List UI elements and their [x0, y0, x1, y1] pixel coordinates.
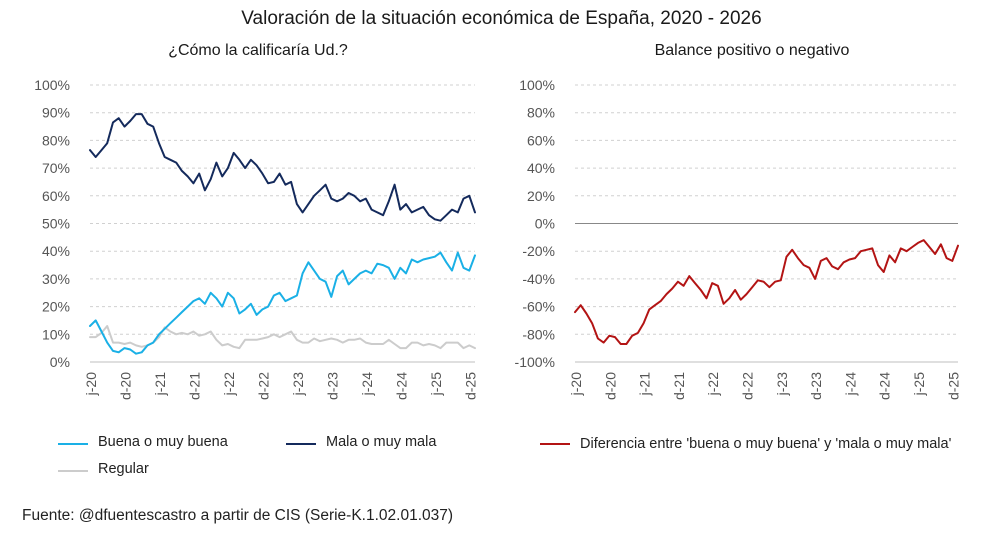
right-x-tick-label: j-22	[705, 372, 721, 397]
source-note: Fuente: @dfuentescastro a partir de CIS …	[22, 507, 454, 524]
left-y-tick-label: 70%	[42, 160, 70, 176]
legend-label-buena: Buena o muy buena	[98, 434, 228, 450]
left-y-tick-label: 80%	[42, 132, 70, 148]
right-y-tick-label: 20%	[527, 188, 555, 204]
left-x-tick-label: j-24	[359, 372, 375, 397]
left-y-tick-label: 90%	[42, 105, 70, 121]
right-y-tick-label: -20%	[522, 243, 555, 259]
left-x-tick-label: j-23	[290, 372, 306, 397]
left-y-tick-label: 40%	[42, 243, 70, 259]
left-x-tick-label: j-25	[428, 372, 444, 397]
right-x-tick-label: d-22	[739, 372, 755, 400]
left-y-tick-label: 60%	[42, 188, 70, 204]
right-y-tick-label: 40%	[527, 160, 555, 176]
left-x-tick-label: d-25	[462, 372, 478, 400]
left-x-tick-label: d-23	[324, 372, 340, 400]
legend-label-regular: Regular	[98, 461, 149, 477]
right-series-line-diferencia	[574, 239, 959, 345]
right-y-tick-label: 60%	[527, 132, 555, 148]
right-x-tick-label: j-24	[842, 372, 858, 397]
right-y-tick-label: -100%	[515, 354, 555, 370]
legend-swatch-diferencia	[540, 443, 570, 445]
left-y-tick-label: 0%	[50, 354, 70, 370]
legend-label-diferencia: Diferencia entre 'buena o muy buena' y '…	[580, 436, 952, 452]
left-y-tick-label: 50%	[42, 216, 70, 232]
left-x-tick-label: j-20	[83, 372, 99, 397]
right-chart-title: Balance positivo o negativo	[654, 42, 850, 59]
legend-swatch-mala	[286, 443, 316, 445]
right-x-tick-label: d-23	[808, 372, 824, 400]
right-x-tick-label: d-21	[671, 372, 687, 400]
right-y-tick-label: -80%	[522, 326, 555, 342]
left-x-tick-label: d-20	[117, 372, 133, 400]
right-y-tick-label: -40%	[522, 271, 555, 287]
right-x-tick-label: d-20	[602, 372, 618, 400]
right-y-tick-label: -60%	[522, 299, 555, 315]
right-x-tick-label: d-25	[945, 372, 961, 400]
right-y-tick-label: 0%	[535, 216, 555, 232]
legend-label-mala: Mala o muy mala	[326, 434, 437, 450]
right-y-tick-label: 100%	[519, 77, 555, 93]
left-x-tick-label: d-24	[393, 372, 409, 400]
right-y-tick-label: 80%	[527, 105, 555, 121]
right-x-tick-label: j-21	[637, 372, 653, 397]
figure-title: Valoración de la situación económica de …	[241, 8, 762, 29]
left-y-tick-label: 20%	[42, 299, 70, 315]
left-y-tick-label: 10%	[42, 326, 70, 342]
right-x-tick-label: j-25	[911, 372, 927, 397]
right-x-tick-label: d-24	[877, 372, 893, 400]
left-series-line-mala	[89, 113, 476, 222]
left-x-tick-label: d-22	[255, 372, 271, 400]
legend-swatch-regular	[58, 470, 88, 472]
left-y-tick-label: 30%	[42, 271, 70, 287]
left-y-tick-label: 100%	[34, 77, 70, 93]
left-x-tick-label: j-22	[221, 372, 237, 397]
left-x-tick-label: d-21	[186, 372, 202, 400]
right-x-tick-label: j-23	[774, 372, 790, 397]
left-series-line-buena	[89, 251, 476, 355]
left-chart-title: ¿Cómo la calificaría Ud.?	[168, 42, 348, 59]
left-x-tick-label: j-21	[152, 372, 168, 397]
right-x-tick-label: j-20	[568, 372, 584, 397]
legend-swatch-buena	[58, 443, 88, 445]
